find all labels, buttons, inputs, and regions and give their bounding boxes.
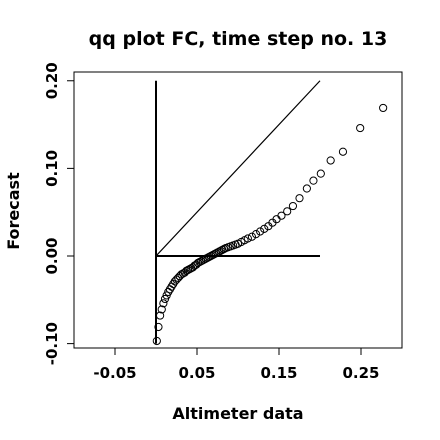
data-point <box>154 322 163 332</box>
y-axis-ticks: -0.10 0.00 0.10 0.20 <box>43 62 74 365</box>
data-point <box>277 211 286 220</box>
x-axis-ticks: -0.05 0.05 0.15 0.25 <box>93 348 380 382</box>
data-point <box>326 156 335 165</box>
data-point <box>356 123 365 133</box>
data-points <box>152 103 388 346</box>
y-axis-title: Forecast <box>4 172 23 250</box>
x-tick-label: 0.05 <box>178 364 215 382</box>
x-tick-label: 0.15 <box>260 364 297 382</box>
y-tick-label: -0.10 <box>43 322 61 365</box>
reference-lines <box>155 80 321 344</box>
data-point <box>251 229 261 239</box>
y-tick-label: 0.20 <box>43 62 61 99</box>
data-point <box>302 184 311 193</box>
data-point <box>247 232 257 241</box>
data-point <box>156 311 165 320</box>
data-point <box>167 282 176 291</box>
chart-title: qq plot FC, time step no. 13 <box>89 28 388 50</box>
data-point <box>157 305 166 314</box>
data-point <box>260 224 269 233</box>
data-point <box>379 103 388 113</box>
plot-frame <box>73 71 403 349</box>
data-point <box>309 176 318 185</box>
data-point <box>243 234 252 243</box>
y-tick-label: 0.00 <box>43 237 61 274</box>
x-axis-title: Altimeter data <box>172 404 303 423</box>
data-point <box>338 147 348 156</box>
data-point <box>316 169 325 178</box>
data-point <box>152 336 161 346</box>
data-point <box>256 227 265 236</box>
data-point <box>165 285 175 294</box>
data-point <box>283 207 292 216</box>
data-point <box>288 201 298 211</box>
reference-line-diagonal <box>155 80 321 257</box>
x-tick-label: -0.05 <box>93 364 136 382</box>
data-point <box>295 194 304 203</box>
data-point <box>159 299 168 308</box>
y-tick-label: 0.10 <box>43 150 61 187</box>
x-tick-label: 0.25 <box>342 364 379 382</box>
